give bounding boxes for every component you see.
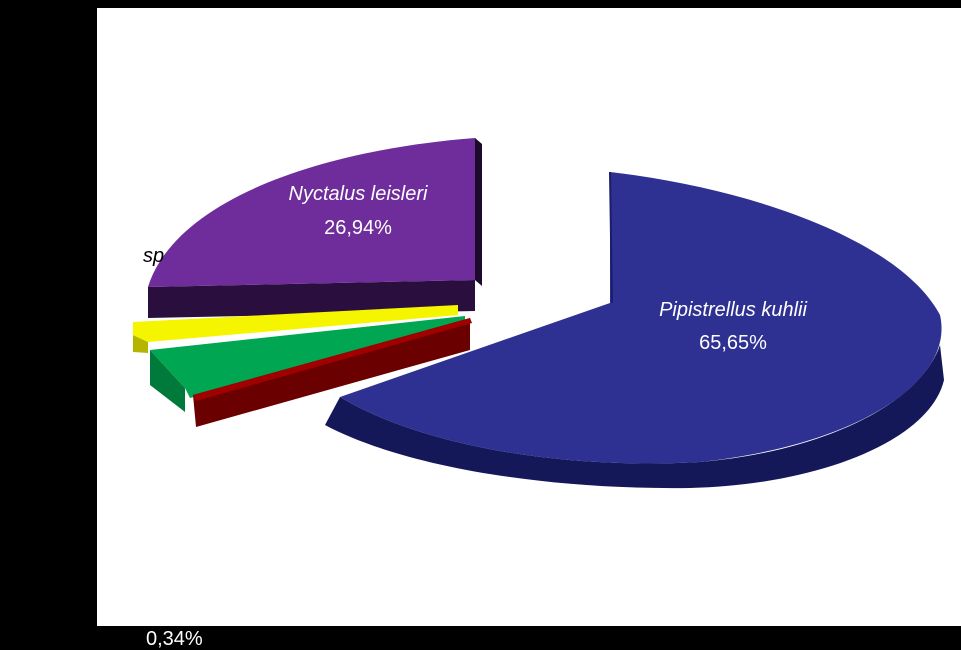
slice-pipistrellus-sp <box>133 305 458 353</box>
label-sp-name: Pipistre <box>8 245 75 267</box>
label-pygmaeus-pct: 4,38 <box>39 498 78 520</box>
label-leisleri-pct: 26,94% <box>324 217 392 239</box>
label-sp-pct: 2,69 <box>56 281 95 303</box>
slice-pipistrellus-pygmaeus <box>150 316 465 412</box>
label-sp-name-right: sp <box>143 245 164 267</box>
slice-pipistrellus-kuhlii <box>325 171 944 489</box>
pie-group: Nyctalus leisleri 26,94% Pipistrellus ku… <box>133 138 944 489</box>
label-kuhlii-pct: 65,65% <box>699 332 767 354</box>
label-pygmaeus-line1: Pipistre <box>17 432 84 454</box>
label-pygmaeus-line2: pygma <box>16 465 77 487</box>
label-kuhlii-name: Pipistrellus kuhlii <box>659 299 807 321</box>
label-small-pct: 0,34% <box>146 628 203 650</box>
slice-small <box>193 318 472 427</box>
label-leisleri-name: Nyctalus leisleri <box>289 183 428 205</box>
